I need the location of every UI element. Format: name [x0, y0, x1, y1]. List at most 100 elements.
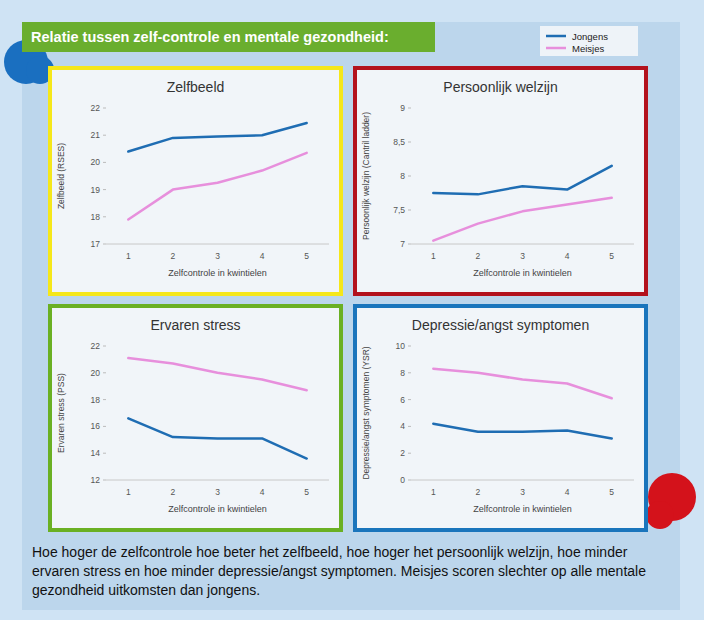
- y-tick-label: 12: [91, 475, 101, 485]
- series-line: [433, 369, 611, 398]
- chart-panel: Zelfbeeld17181920212212345Zelfcontrole i…: [50, 68, 341, 294]
- x-axis: [411, 244, 634, 245]
- y-tick-label: 9: [400, 103, 405, 113]
- x-tick-label: 5: [304, 487, 309, 497]
- y-tick-label: 18: [91, 395, 101, 405]
- y-tick: [408, 480, 411, 481]
- header-box: [22, 22, 435, 52]
- y-tick-label: 21: [91, 130, 101, 140]
- x-tick-label: 4: [565, 487, 570, 497]
- y-tick: [103, 189, 106, 190]
- legend-label: Jongens: [572, 31, 608, 42]
- x-tick-label: 2: [171, 251, 176, 261]
- legend-swatch: [546, 35, 566, 38]
- x-axis: [411, 480, 634, 481]
- x-tick-label: 5: [609, 487, 614, 497]
- background: [22, 22, 680, 610]
- y-tick-label: 16: [91, 421, 101, 431]
- y-tick: [103, 346, 106, 347]
- x-tick-label: 5: [609, 251, 614, 261]
- x-tick-label: 2: [476, 487, 481, 497]
- y-tick: [408, 453, 411, 454]
- chart-title: Ervaren stress: [150, 317, 240, 333]
- x-tick-label: 1: [126, 251, 131, 261]
- series-line: [128, 358, 306, 390]
- x-axis: [106, 480, 329, 481]
- series-line: [433, 424, 611, 439]
- x-tick-label: 3: [520, 487, 525, 497]
- panel-frame: [50, 306, 341, 530]
- x-tick-label: 3: [520, 251, 525, 261]
- legend: JongensMeisjes: [540, 26, 638, 56]
- series-line: [128, 123, 306, 152]
- y-tick: [103, 372, 106, 373]
- x-tick-label: 4: [565, 251, 570, 261]
- x-tick-label: 1: [431, 251, 436, 261]
- y-tick-label: 19: [91, 185, 101, 195]
- x-axis: [106, 244, 329, 245]
- series-line: [128, 418, 306, 458]
- y-tick: [408, 399, 411, 400]
- series-line: [433, 198, 611, 241]
- y-tick: [103, 480, 106, 481]
- plot-area: [128, 358, 306, 459]
- y-tick-label: 20: [91, 368, 101, 378]
- plot-area: [433, 369, 611, 439]
- y-tick-label: 8: [400, 171, 405, 181]
- y-tick: [103, 135, 106, 136]
- y-tick: [408, 244, 411, 245]
- x-axis-title: Zelfcontrole in kwintielen: [473, 268, 572, 278]
- x-tick-label: 4: [260, 251, 265, 261]
- legend-swatch: [546, 47, 566, 50]
- y-tick: [103, 162, 106, 163]
- legend-label: Meisjes: [572, 43, 604, 54]
- x-tick-label: 1: [431, 487, 436, 497]
- y-tick-label: 2: [400, 448, 405, 458]
- y-tick: [103, 108, 106, 109]
- chart-panel: Depressie/angst symptomen024681012345Zel…: [355, 306, 646, 530]
- legend-box: [540, 26, 638, 56]
- caption: Hoe hoger de zelfcontrole hoe beter het …: [32, 543, 677, 600]
- y-tick-label: 6: [400, 395, 405, 405]
- y-tick: [103, 426, 106, 427]
- y-tick: [408, 176, 411, 177]
- x-tick-label: 1: [126, 487, 131, 497]
- y-tick-label: 8,5: [393, 137, 405, 147]
- y-tick-label: 20: [91, 157, 101, 167]
- y-tick-label: 14: [91, 448, 101, 458]
- panel-frame: [355, 68, 646, 294]
- y-axis-title: Ervaren stress (PSS): [56, 373, 66, 453]
- y-tick-label: 4: [400, 421, 405, 431]
- chart-panel: Persoonlijk welzijn 7 7,5 8 8,5 9 1 2 3 4 5 Zelfcon…: [355, 68, 646, 294]
- y-tick: [408, 346, 411, 347]
- panel-frame: [50, 68, 341, 294]
- x-tick-label: 2: [171, 487, 176, 497]
- y-tick-label: 18: [91, 212, 101, 222]
- y-tick: [103, 453, 106, 454]
- y-axis-title: Zelfbeeld (RSES): [56, 143, 66, 209]
- series-line: [433, 166, 611, 195]
- y-tick-label: 0: [400, 475, 405, 485]
- y-tick: [103, 244, 106, 245]
- decoration: [646, 501, 674, 529]
- y-axis-title: Depressie/angst symptomen (YSR): [361, 346, 371, 479]
- y-tick: [103, 399, 106, 400]
- x-tick-label: 3: [215, 251, 220, 261]
- y-tick: [408, 108, 411, 109]
- chart-title: Depressie/angst symptomen: [412, 317, 589, 333]
- series-line: [128, 153, 306, 220]
- x-axis-title: Zelfcontrole in kwintielen: [168, 504, 267, 514]
- y-tick: [408, 426, 411, 427]
- x-axis-title: Zelfcontrole in kwintielen: [473, 504, 572, 514]
- y-tick: [408, 210, 411, 211]
- y-tick: [408, 372, 411, 373]
- y-tick-label: 7: [400, 239, 405, 249]
- y-tick-label: 22: [91, 103, 101, 113]
- x-axis-title: Zelfcontrole in kwintielen: [168, 268, 267, 278]
- y-tick-label: 10: [396, 341, 406, 351]
- y-tick-label: 17: [91, 239, 101, 249]
- panel-frame: [355, 306, 646, 530]
- y-tick-label: 7,5: [393, 205, 405, 215]
- chart-title: Persoonlijk welzijn: [443, 79, 557, 95]
- x-tick-label: 2: [476, 251, 481, 261]
